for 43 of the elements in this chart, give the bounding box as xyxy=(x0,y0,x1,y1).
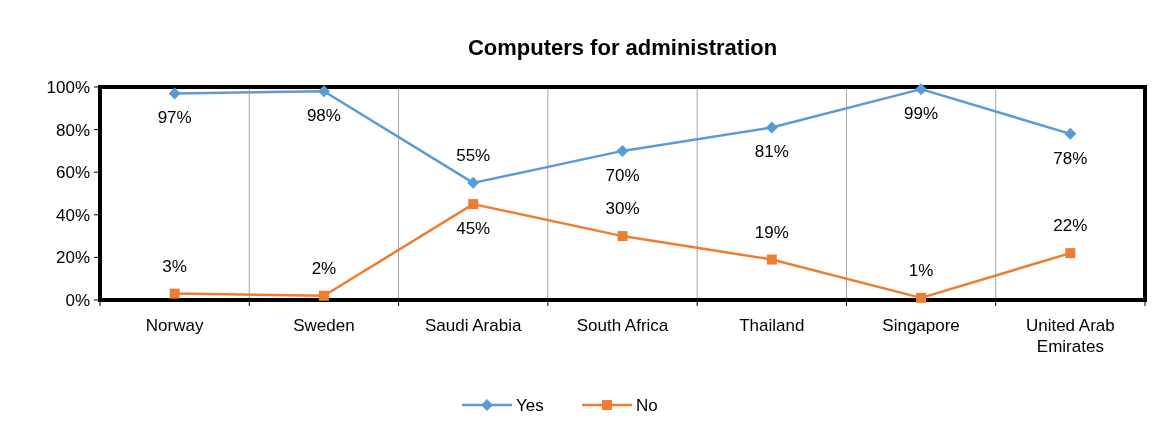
legend-label: No xyxy=(636,395,658,415)
text: 70% xyxy=(605,165,640,185)
point xyxy=(468,199,479,210)
text: 3% xyxy=(162,256,187,276)
text: 1% xyxy=(908,260,934,280)
legend-label: Yes xyxy=(516,395,544,415)
point xyxy=(617,231,628,242)
point xyxy=(168,87,181,100)
text: 30% xyxy=(605,199,640,219)
point xyxy=(916,292,927,303)
y-tick-label: 40% xyxy=(55,205,90,225)
text: 45% xyxy=(456,219,491,239)
y-tick-label: 80% xyxy=(55,120,90,140)
text: 55% xyxy=(456,145,491,165)
x-tick-label: South Africa xyxy=(576,316,669,335)
text: 2% xyxy=(311,258,337,278)
x-tick-label: Sweden xyxy=(293,316,355,335)
point xyxy=(765,121,778,134)
point xyxy=(467,176,480,189)
y-tick-label: 100% xyxy=(46,77,90,97)
x-tick-label: Thailand xyxy=(739,316,805,335)
text: 19% xyxy=(754,222,789,242)
point xyxy=(616,144,629,157)
x-tick-label: United Arab Emirates xyxy=(1025,316,1115,356)
point xyxy=(1064,127,1077,140)
text: 81% xyxy=(754,142,789,162)
y-tick-label: 0% xyxy=(65,290,90,310)
point xyxy=(915,83,928,96)
point xyxy=(318,290,329,301)
text: 22% xyxy=(1053,216,1088,236)
text: 78% xyxy=(1053,148,1088,168)
point xyxy=(169,288,180,299)
chart-title: Computers for administration xyxy=(467,35,778,60)
x-tick-label: Saudi Arabia xyxy=(425,316,522,335)
point xyxy=(766,254,777,265)
text: 99% xyxy=(904,104,939,124)
text: 97% xyxy=(157,108,192,128)
y-tick-label: 60% xyxy=(55,163,90,183)
text: 98% xyxy=(306,106,341,126)
x-tick-label: Norway xyxy=(145,316,204,335)
point xyxy=(1065,248,1076,259)
y-tick-label: 20% xyxy=(55,248,90,268)
x-tick-label: Singapore xyxy=(882,316,960,335)
